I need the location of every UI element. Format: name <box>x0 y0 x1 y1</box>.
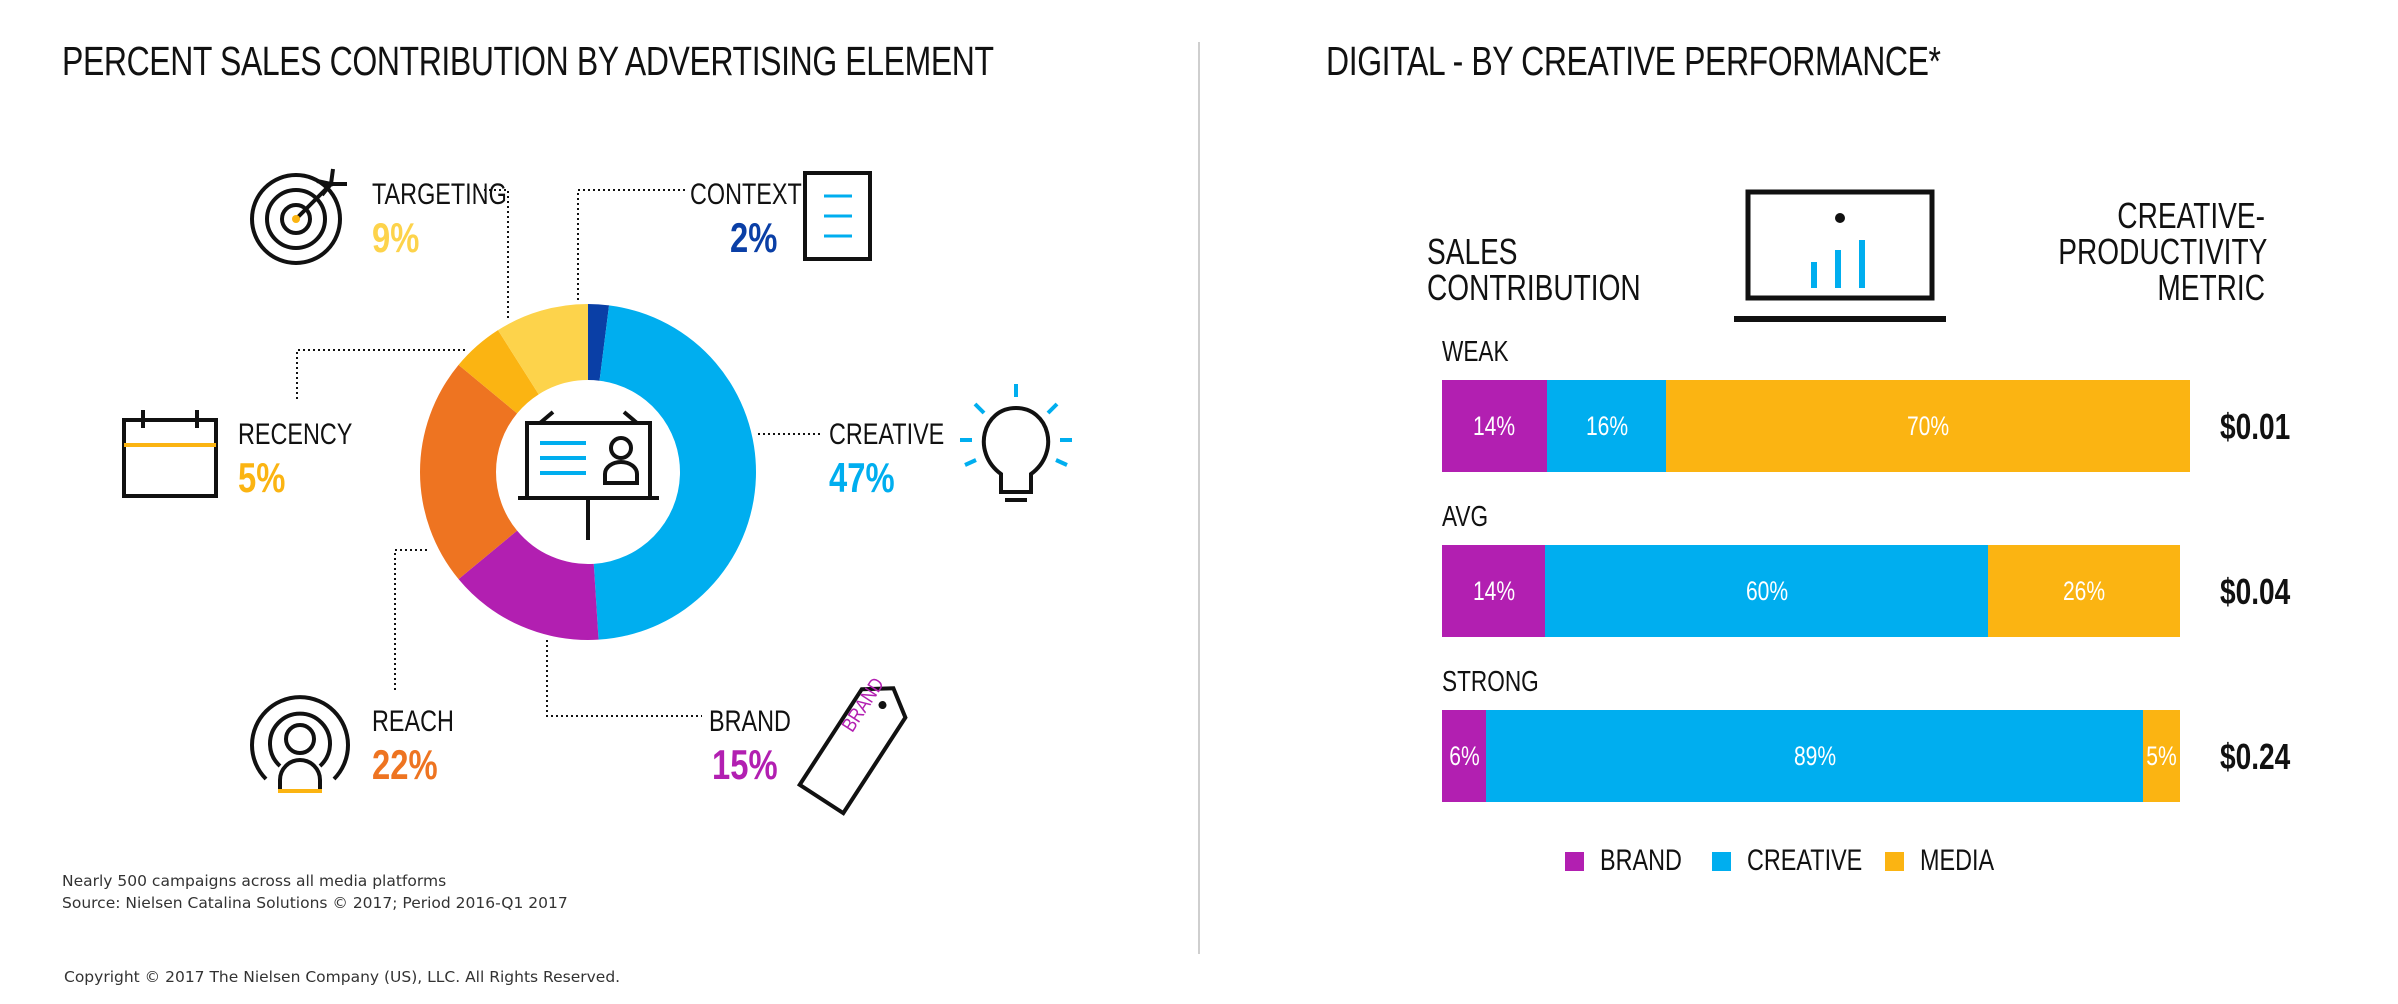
value-recency: 5% <box>238 454 286 501</box>
left-chart-title: PERCENT SALES CONTRIBUTION BY ADVERTISIN… <box>62 38 994 84</box>
leader-lines <box>296 189 822 717</box>
bar-segment-weak-brand: 14% <box>1442 380 1547 472</box>
value-targeting: 9% <box>372 214 420 261</box>
lightbulb-icon <box>960 384 1072 502</box>
bar-segment-avg-brand: 14% <box>1442 545 1546 637</box>
bar-value-label: 60% <box>1745 575 1788 606</box>
reach-person-icon <box>250 695 350 793</box>
campaign-note: Nearly 500 campaigns across all media pl… <box>62 872 447 890</box>
legend-swatch-brand <box>1565 851 1584 871</box>
metric-header-line3: METRIC <box>2157 267 2265 308</box>
donut-slice-creative <box>593 305 757 640</box>
legend-swatch-media <box>1885 851 1904 871</box>
billboard-icon <box>518 410 659 540</box>
productivity-metric-header: CREATIVE- PRODUCTIVITY METRIC <box>2058 195 2268 308</box>
legend-swatch-creative <box>1712 851 1731 871</box>
legend-media: MEDIA <box>1885 844 2015 878</box>
document-icon <box>803 171 872 261</box>
bar-value-label: 26% <box>2062 575 2106 606</box>
bar-value-label: 89% <box>1793 740 1836 771</box>
sales-header-line2: CONTRIBUTION <box>1427 267 1641 308</box>
target-icon <box>250 168 347 265</box>
metric-value-weak: $0.01 <box>2220 406 2291 447</box>
bar-segment-strong-creative: 89% <box>1486 710 2144 802</box>
bar-value-label: 14% <box>1473 410 1516 441</box>
calendar-icon <box>122 410 218 498</box>
value-reach: 22% <box>372 741 438 788</box>
right-chart-title: DIGITAL - BY CREATIVE PERFORMANCE* <box>1326 38 1941 84</box>
bar-segment-strong-media: 5% <box>2143 710 2180 802</box>
bar-segment-avg-media: 26% <box>1988 545 2180 637</box>
bar-segment-weak-creative: 16% <box>1546 380 1667 472</box>
label-context: CONTEXT <box>690 178 802 211</box>
panel-divider <box>1198 42 1200 954</box>
bar-value-label: 5% <box>2146 740 2177 771</box>
bar-value-label: 14% <box>1472 575 1515 606</box>
value-creative: 47% <box>829 454 895 501</box>
label-recency: RECENCY <box>238 418 353 451</box>
label-creative: CREATIVE <box>829 418 945 451</box>
legend-creative: CREATIVE <box>1712 844 1895 878</box>
sales-contribution-header: SALES CONTRIBUTION <box>1427 234 1641 306</box>
metric-header-line2: PRODUCTIVITY <box>2058 231 2268 272</box>
donut-slice-context <box>588 304 610 381</box>
bar-value-label: 6% <box>1448 740 1480 771</box>
donut-slice-targeting <box>497 304 588 395</box>
donut-slice-recency <box>458 330 539 414</box>
bar-category-avg: AVG <box>1442 501 1489 533</box>
label-targeting: TARGETING <box>372 178 507 211</box>
label-reach: REACH <box>372 705 454 738</box>
bar-category-strong: STRONG <box>1442 666 1539 698</box>
legend-label-brand: BRAND <box>1600 844 1682 877</box>
bar-segment-weak-media: 70% <box>1666 380 2190 472</box>
copyright: Copyright © 2017 The Nielsen Company (US… <box>64 968 621 986</box>
metric-header-line1: CREATIVE- <box>2117 195 2265 236</box>
sales-header-line1: SALES <box>1427 231 1518 272</box>
legend-label-media: MEDIA <box>1920 844 1995 877</box>
bar-value-label: 16% <box>1585 410 1628 441</box>
metric-value-avg: $0.04 <box>2220 571 2291 612</box>
bar-category-weak: WEAK <box>1442 336 1509 368</box>
donut-slice-reach <box>419 364 518 580</box>
bar-segment-avg-creative: 60% <box>1545 545 1989 637</box>
brand-tag-icon <box>796 686 908 816</box>
legend-brand: BRAND <box>1565 844 1705 878</box>
bar-value-label: 70% <box>1907 410 1950 441</box>
legend-label-creative: CREATIVE <box>1747 844 1863 877</box>
bar-segment-strong-brand: 6% <box>1442 710 1487 802</box>
label-brand: BRAND <box>709 705 791 738</box>
metric-value-strong: $0.24 <box>2220 736 2291 777</box>
source-note: Source: Nielsen Catalina Solutions © 201… <box>62 894 568 912</box>
value-context: 2% <box>730 214 778 261</box>
value-brand: 15% <box>712 741 778 788</box>
donut-slice-brand <box>458 530 599 641</box>
